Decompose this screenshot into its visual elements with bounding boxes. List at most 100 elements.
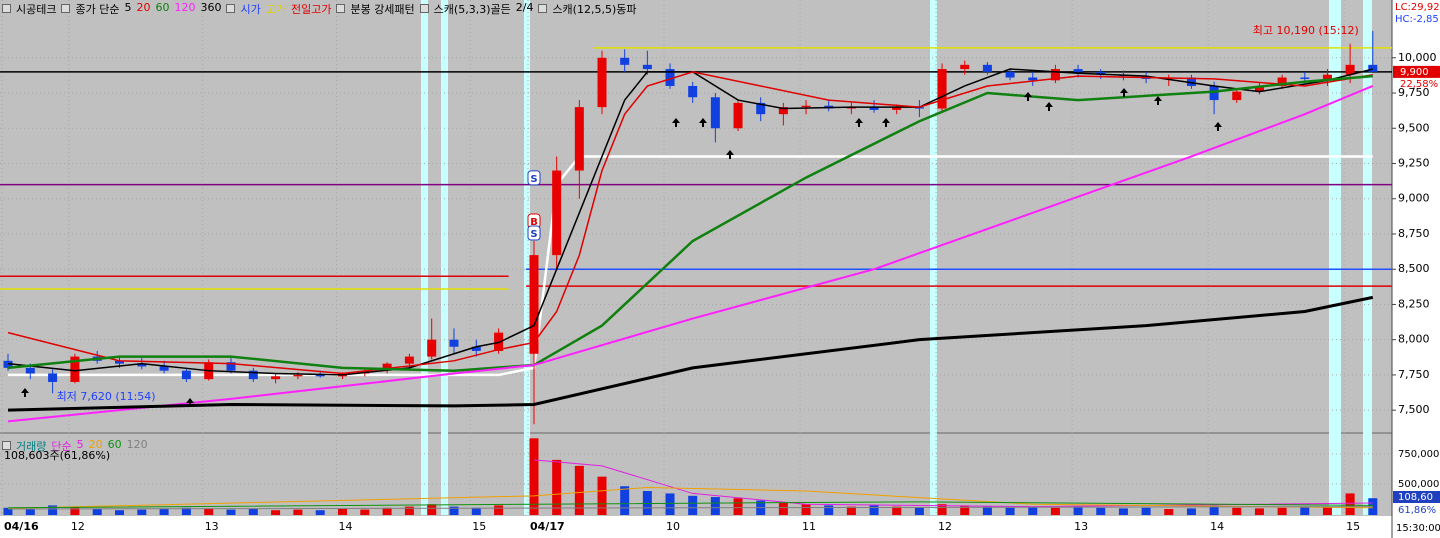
arrow (1024, 92, 1032, 101)
volume-bar (1028, 507, 1038, 515)
time-label: 15:30:00 (1396, 523, 1440, 534)
volume-bar (620, 486, 630, 515)
candle-body (982, 64, 992, 72)
y-tick-label: 8,250 (1398, 297, 1430, 310)
x-tick-label: 13 (205, 520, 219, 533)
volume-bar (1300, 507, 1310, 515)
legend-item: 60 (155, 1, 170, 14)
arrow (1120, 88, 1128, 97)
candle-body (529, 255, 539, 354)
x-tick-label: 12 (71, 520, 85, 533)
volume-bar (226, 509, 236, 515)
volume-bar (778, 503, 788, 515)
volume-bar (869, 505, 879, 515)
volume-box (1393, 491, 1440, 503)
y-tick-label: 7,500 (1398, 403, 1430, 416)
x-tick-label: 04/17 (530, 520, 565, 533)
last-price-box (1393, 65, 1440, 78)
signal-label: B (530, 217, 538, 228)
candle-body (1322, 74, 1332, 79)
candle-body (427, 339, 437, 357)
candle-body (620, 57, 630, 65)
candle-body (1277, 77, 1287, 86)
band (1363, 0, 1372, 515)
x-tick-label: 13 (1074, 520, 1088, 533)
volume-bar (3, 507, 13, 515)
volume-bar (710, 497, 720, 515)
arrow (1045, 102, 1053, 111)
volume-bar (824, 505, 834, 515)
stock-name: 시공테크 (16, 3, 57, 16)
volume-legend: 거래량 단순 5 20 60 120 (2, 438, 148, 454)
volume-bar (92, 509, 102, 515)
volume-bar (271, 510, 281, 515)
y-tick-label: 500,000 (1398, 479, 1439, 490)
candle-body (665, 69, 675, 86)
volume-bar (449, 506, 459, 515)
x-tick-label: 14 (1210, 520, 1224, 533)
x-tick-label: 15 (472, 520, 486, 533)
candle-body (688, 85, 698, 98)
volume-bar (733, 498, 743, 515)
y-tick-label: 9,500 (1398, 121, 1430, 134)
pattern-label: 스캐(5,3,3)골든 (433, 3, 511, 16)
arrow (186, 398, 194, 407)
y-tick-label: 9,750 (1398, 86, 1430, 99)
volume-bar (1141, 507, 1151, 515)
candle-body (937, 69, 947, 109)
candle-body (1186, 77, 1196, 86)
y-tick-label: 8,500 (1398, 262, 1430, 275)
line (533, 459, 1373, 508)
candle-body (733, 102, 743, 129)
x-tick-label: 14 (339, 520, 353, 533)
candle-body (597, 57, 607, 108)
legend-item: 120 (126, 438, 148, 451)
volume-bar (1277, 507, 1287, 515)
volume-last: 108,60 (1398, 492, 1433, 503)
candle-body (1254, 85, 1264, 92)
band (441, 0, 448, 515)
candle-body (1232, 91, 1242, 101)
volume-bar (1345, 493, 1355, 515)
volume-bar (315, 510, 325, 515)
volume-bar (471, 507, 481, 515)
band (930, 0, 937, 515)
volume-bar (293, 509, 303, 515)
candle-body (226, 362, 236, 371)
volume-bar (552, 459, 562, 515)
y-tick-label: 9,000 (1398, 192, 1430, 205)
volume-bar (115, 510, 124, 515)
candle-body (181, 370, 191, 380)
volume-bar (914, 507, 924, 515)
x-tick-label: 10 (666, 520, 680, 533)
volume-bar (204, 508, 214, 515)
lc-label: LC:29,92 (1395, 2, 1440, 13)
volume-bar (248, 509, 258, 515)
line (7, 68, 1373, 376)
candle-body (642, 64, 652, 70)
candle-body (574, 107, 584, 171)
legend-item: 20 (88, 438, 103, 451)
arrow (672, 118, 680, 127)
candle-body (1345, 64, 1355, 75)
volume-summary: 108,603주(61,86%) (4, 449, 111, 462)
annotation: 최고 10,190 (15:12) (1253, 24, 1359, 37)
volume-bar (181, 507, 191, 515)
candle-body (137, 363, 147, 367)
annotation: 최저 7,620 (11:54) (57, 390, 156, 403)
legend-item: 전일고가 (290, 3, 332, 16)
candle-body (48, 373, 58, 382)
volume-bar (427, 504, 437, 515)
y-tick-label: 8,000 (1398, 333, 1430, 346)
signal-arrows (21, 88, 1222, 407)
volume-bar (159, 509, 169, 515)
legend-item: 120 (174, 1, 196, 14)
candle-body (293, 374, 303, 377)
pattern-label: 스캐(12,5,5)동파 (552, 3, 637, 16)
volume-bar (404, 506, 414, 515)
line (7, 506, 1373, 510)
volume-bar (1050, 507, 1060, 515)
